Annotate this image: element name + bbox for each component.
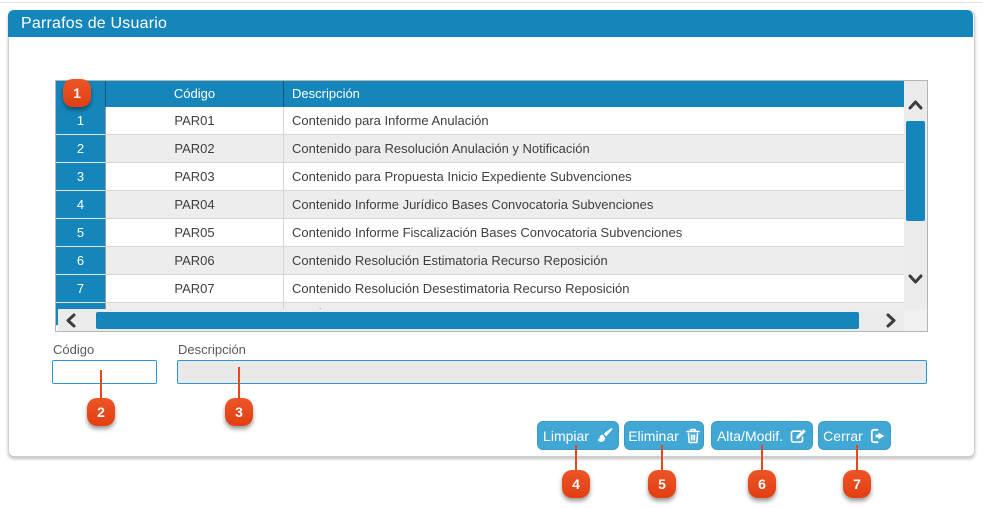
row-number: 4 <box>56 191 106 219</box>
trash-icon <box>685 428 700 444</box>
callout-1: 1 <box>63 79 91 107</box>
brush-icon <box>596 427 613 444</box>
cell-codigo: PAR01 <box>106 107 284 135</box>
callout-2: 2 <box>87 398 115 426</box>
table-row[interactable]: 3 PAR03 Contenido para Propuesta Inicio … <box>56 163 906 191</box>
row-number: 6 <box>56 247 106 275</box>
table-row[interactable]: 7 PAR07 Contenido Resolución Desestimato… <box>56 275 906 303</box>
cell-descripcion: Contenido Resolución Desestimatoria Recu… <box>284 275 906 303</box>
cell-descripcion: Contenido para Resolución Anulación y No… <box>284 135 906 163</box>
alta-modif-button-label: Alta/Modif. <box>716 427 784 444</box>
table-body: 1 PAR01 Contenido para Informe Anulación… <box>56 107 906 331</box>
cell-codigo: PAR03 <box>106 163 284 191</box>
callout-6-line <box>761 445 763 470</box>
cell-descripcion: Contenido para Propuesta Inicio Expedien… <box>284 163 906 191</box>
table-row[interactable]: 4 PAR04 Contenido Informe Jurídico Bases… <box>56 191 906 219</box>
row-number: 5 <box>56 219 106 247</box>
limpiar-button-label: Limpiar <box>543 427 589 444</box>
table-row[interactable]: 5 PAR05 Contenido Informe Fiscalización … <box>56 219 906 247</box>
cell-descripcion: Contenido Informe Jurídico Bases Convoca… <box>284 191 906 219</box>
table-row[interactable]: 6 PAR06 Contenido Resolución Estimatoria… <box>56 247 906 275</box>
codigo-input[interactable] <box>52 360 157 384</box>
table-row[interactable]: 1 PAR01 Contenido para Informe Anulación <box>56 107 906 135</box>
callout-2-line <box>100 370 102 398</box>
callout-4: 4 <box>562 470 590 498</box>
column-header-descripcion: Descripción <box>292 86 360 101</box>
descripcion-label: Descripción <box>178 342 246 357</box>
paragraphs-table: Código Descripción 1 PAR01 Contenido par… <box>55 80 928 332</box>
callout-7: 7 <box>843 470 871 498</box>
cell-codigo: PAR04 <box>106 191 284 219</box>
sign-out-icon <box>870 428 886 444</box>
callout-4-line <box>575 445 577 470</box>
horizontal-scrollbar-thumb[interactable] <box>96 312 859 329</box>
table-header-row: Código Descripción <box>56 81 906 107</box>
page-title: Parrafos de Usuario <box>8 10 973 37</box>
row-number: 2 <box>56 135 106 163</box>
table-row[interactable]: 2 PAR02 Contenido para Resolución Anulac… <box>56 135 906 163</box>
chevron-up-icon[interactable] <box>904 95 927 115</box>
codigo-label: Código <box>53 342 95 357</box>
cell-descripcion: Contenido para Informe Anulación <box>284 107 906 135</box>
top-divider <box>0 2 983 3</box>
column-header-codigo: Código <box>106 81 284 107</box>
eliminar-button[interactable]: Eliminar <box>624 421 704 450</box>
cerrar-button[interactable]: Cerrar <box>818 421 891 450</box>
chevron-right-icon[interactable] <box>878 309 904 331</box>
cell-codigo: PAR07 <box>106 275 284 303</box>
callout-3: 3 <box>225 398 253 426</box>
callout-7-line <box>856 445 858 470</box>
callout-5-line <box>661 445 663 470</box>
cell-codigo: PAR06 <box>106 247 284 275</box>
column-header-rownum <box>56 81 106 107</box>
callout-5: 5 <box>648 470 676 498</box>
descripcion-input[interactable] <box>177 360 927 384</box>
row-number: 1 <box>56 107 106 135</box>
eliminar-button-label: Eliminar <box>628 427 679 444</box>
cell-codigo: PAR05 <box>106 219 284 247</box>
cell-codigo: PAR02 <box>106 135 284 163</box>
row-number: 3 <box>56 163 106 191</box>
cell-descripcion: Contenido Resolución Estimatoria Recurso… <box>284 247 906 275</box>
horizontal-scrollbar[interactable] <box>58 309 904 331</box>
vertical-scrollbar-thumb[interactable] <box>906 121 925 221</box>
chevron-down-icon[interactable] <box>904 269 927 289</box>
scrollbar-corner <box>904 309 927 331</box>
vertical-scrollbar[interactable] <box>904 81 927 309</box>
limpiar-button[interactable]: Limpiar <box>537 421 619 450</box>
edit-icon <box>790 428 807 444</box>
callout-3-line <box>238 367 240 398</box>
row-number: 7 <box>56 275 106 303</box>
cell-descripcion: Contenido Informe Fiscalización Bases Co… <box>284 219 906 247</box>
chevron-left-icon[interactable] <box>58 309 84 331</box>
cerrar-button-label: Cerrar <box>823 427 863 444</box>
callout-6: 6 <box>748 470 776 498</box>
